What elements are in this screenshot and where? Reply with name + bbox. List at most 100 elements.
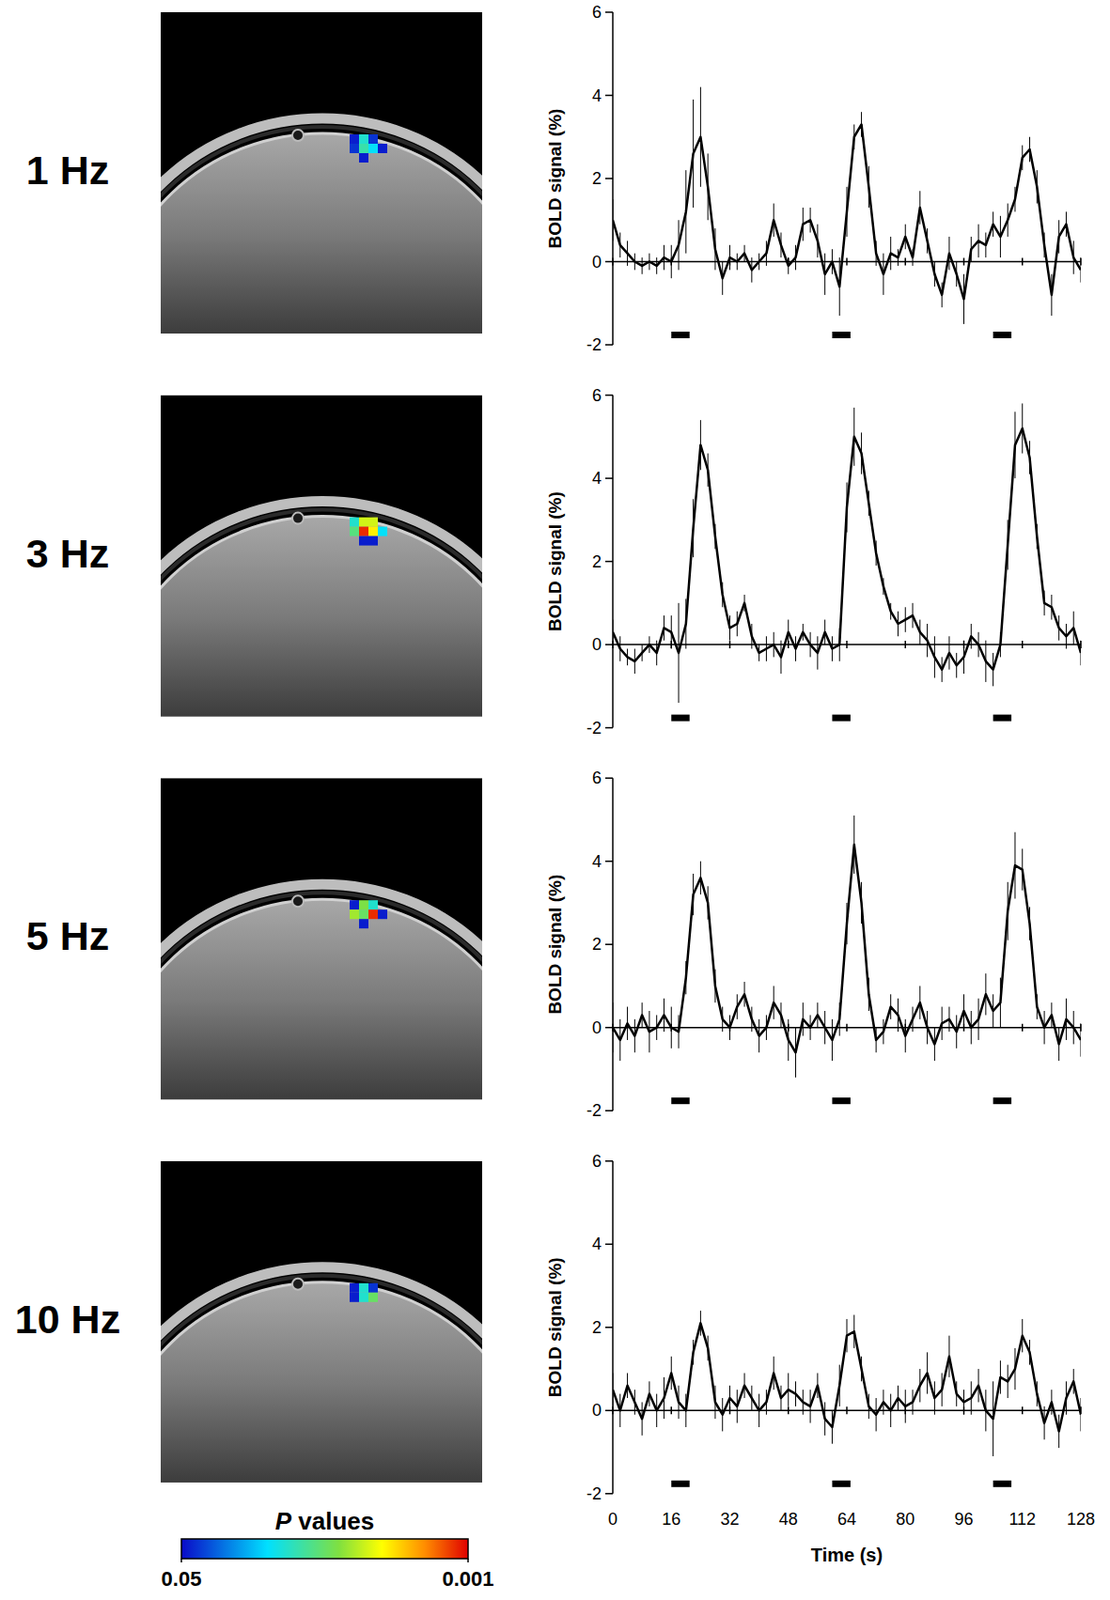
stimulus-bar — [671, 1097, 689, 1105]
colorbar — [181, 1539, 469, 1560]
y-tick-label: 2 — [592, 935, 602, 954]
colorbar-title-part: P — [275, 1507, 293, 1536]
bold-line — [612, 1323, 1081, 1432]
stimulus-bar — [993, 715, 1012, 722]
brain — [160, 1282, 483, 1484]
voxel — [368, 1293, 378, 1303]
y-tick — [605, 1160, 613, 1163]
voxel — [368, 517, 378, 528]
mri-image — [160, 1161, 483, 1484]
stimulus-bar — [831, 1481, 850, 1488]
y-tick-label: 4 — [592, 469, 602, 488]
voxel — [349, 134, 360, 144]
x-tick-label: 80 — [895, 1510, 915, 1530]
colorbar-tick-label: 0.05 — [161, 1567, 203, 1592]
brain — [160, 133, 483, 334]
y-tick-label: -2 — [586, 335, 602, 355]
x-tick-label: 0 — [608, 1510, 618, 1530]
y-tick — [605, 1493, 613, 1496]
y-tick — [605, 1110, 613, 1112]
plot-area — [612, 87, 1081, 339]
voxel — [359, 909, 369, 920]
y-tick-label: 0 — [592, 1401, 602, 1421]
stimulus-bar — [671, 1481, 689, 1488]
bold-line — [612, 844, 1081, 1053]
y-tick-label: -2 — [586, 1101, 602, 1121]
y-tick — [605, 1244, 613, 1247]
brain — [160, 899, 483, 1100]
y-tick-label: -2 — [586, 719, 602, 738]
x-tick-label: 128 — [1066, 1510, 1095, 1530]
voxel — [359, 1293, 369, 1303]
x-tick — [1021, 640, 1024, 649]
voxel — [359, 536, 369, 547]
y-tick-label: 2 — [592, 169, 602, 188]
voxel — [359, 153, 369, 163]
y-axis-title: BOLD signal (%) — [545, 1257, 565, 1398]
colorbar-tick — [467, 1559, 470, 1564]
voxel — [368, 900, 378, 910]
plot-area — [612, 403, 1081, 721]
panel-title: 10 Hz — [15, 1297, 121, 1343]
x-tick-label: 32 — [719, 1510, 739, 1530]
sinus — [292, 895, 304, 907]
stimulus-bar — [831, 715, 850, 722]
y-tick-label: 2 — [592, 1318, 602, 1338]
voxel — [368, 1283, 378, 1294]
y-tick-label: 6 — [592, 1152, 602, 1172]
y-tick — [605, 943, 613, 946]
x-tick-label: 16 — [661, 1510, 681, 1530]
stimulus-bar — [831, 331, 850, 339]
y-tick-label: 6 — [592, 386, 602, 406]
y-tick-label: 0 — [592, 1018, 602, 1038]
x-tick — [905, 258, 907, 266]
stimulus-bar — [831, 1097, 850, 1105]
x-tick — [729, 640, 732, 649]
y-tick — [605, 727, 613, 730]
voxel — [368, 527, 378, 537]
voxel — [349, 1293, 360, 1303]
stimulus-bar — [671, 331, 689, 339]
y-tick — [605, 860, 613, 863]
voxel — [368, 909, 378, 920]
x-tick-label: 96 — [953, 1510, 973, 1530]
voxel — [359, 517, 369, 528]
x-axis-title: Time (s) — [811, 1545, 883, 1566]
panel-title: 1 Hz — [26, 147, 110, 193]
skull-gap — [160, 126, 483, 334]
voxel — [377, 909, 388, 920]
colorbar-title: P values — [275, 1507, 376, 1536]
voxel — [359, 143, 369, 154]
skull-gap — [160, 510, 483, 718]
stimulus-bar — [993, 331, 1012, 339]
y-tick — [605, 343, 613, 346]
sinus — [292, 129, 304, 141]
voxel — [359, 900, 369, 910]
skull — [160, 501, 483, 718]
voxel — [359, 919, 369, 929]
x-tick — [1021, 1407, 1024, 1415]
y-tick — [605, 477, 613, 480]
y-tick — [605, 94, 613, 97]
plot-area — [612, 1311, 1081, 1488]
plot-area — [612, 815, 1081, 1105]
x-tick — [787, 1407, 790, 1415]
y-tick-label: 4 — [592, 852, 602, 872]
sinus — [292, 513, 304, 525]
voxel — [368, 143, 378, 154]
x-tick — [611, 1407, 614, 1415]
skull-gap — [160, 1276, 483, 1484]
voxel — [377, 527, 388, 537]
y-tick-label: 6 — [592, 768, 602, 788]
y-tick-label: 0 — [592, 252, 602, 272]
x-tick — [1021, 258, 1024, 266]
voxel — [359, 134, 369, 144]
voxel — [359, 527, 369, 537]
sinus — [292, 1279, 304, 1291]
y-tick — [605, 1410, 613, 1413]
y-tick-label: 0 — [592, 635, 602, 655]
voxel — [349, 909, 360, 920]
y-tick-label: 6 — [592, 2, 602, 22]
voxel — [349, 517, 360, 528]
figure: 1 Hz-20246BOLD signal (%)3 Hz-20246BOLD … — [0, 0, 1110, 1600]
